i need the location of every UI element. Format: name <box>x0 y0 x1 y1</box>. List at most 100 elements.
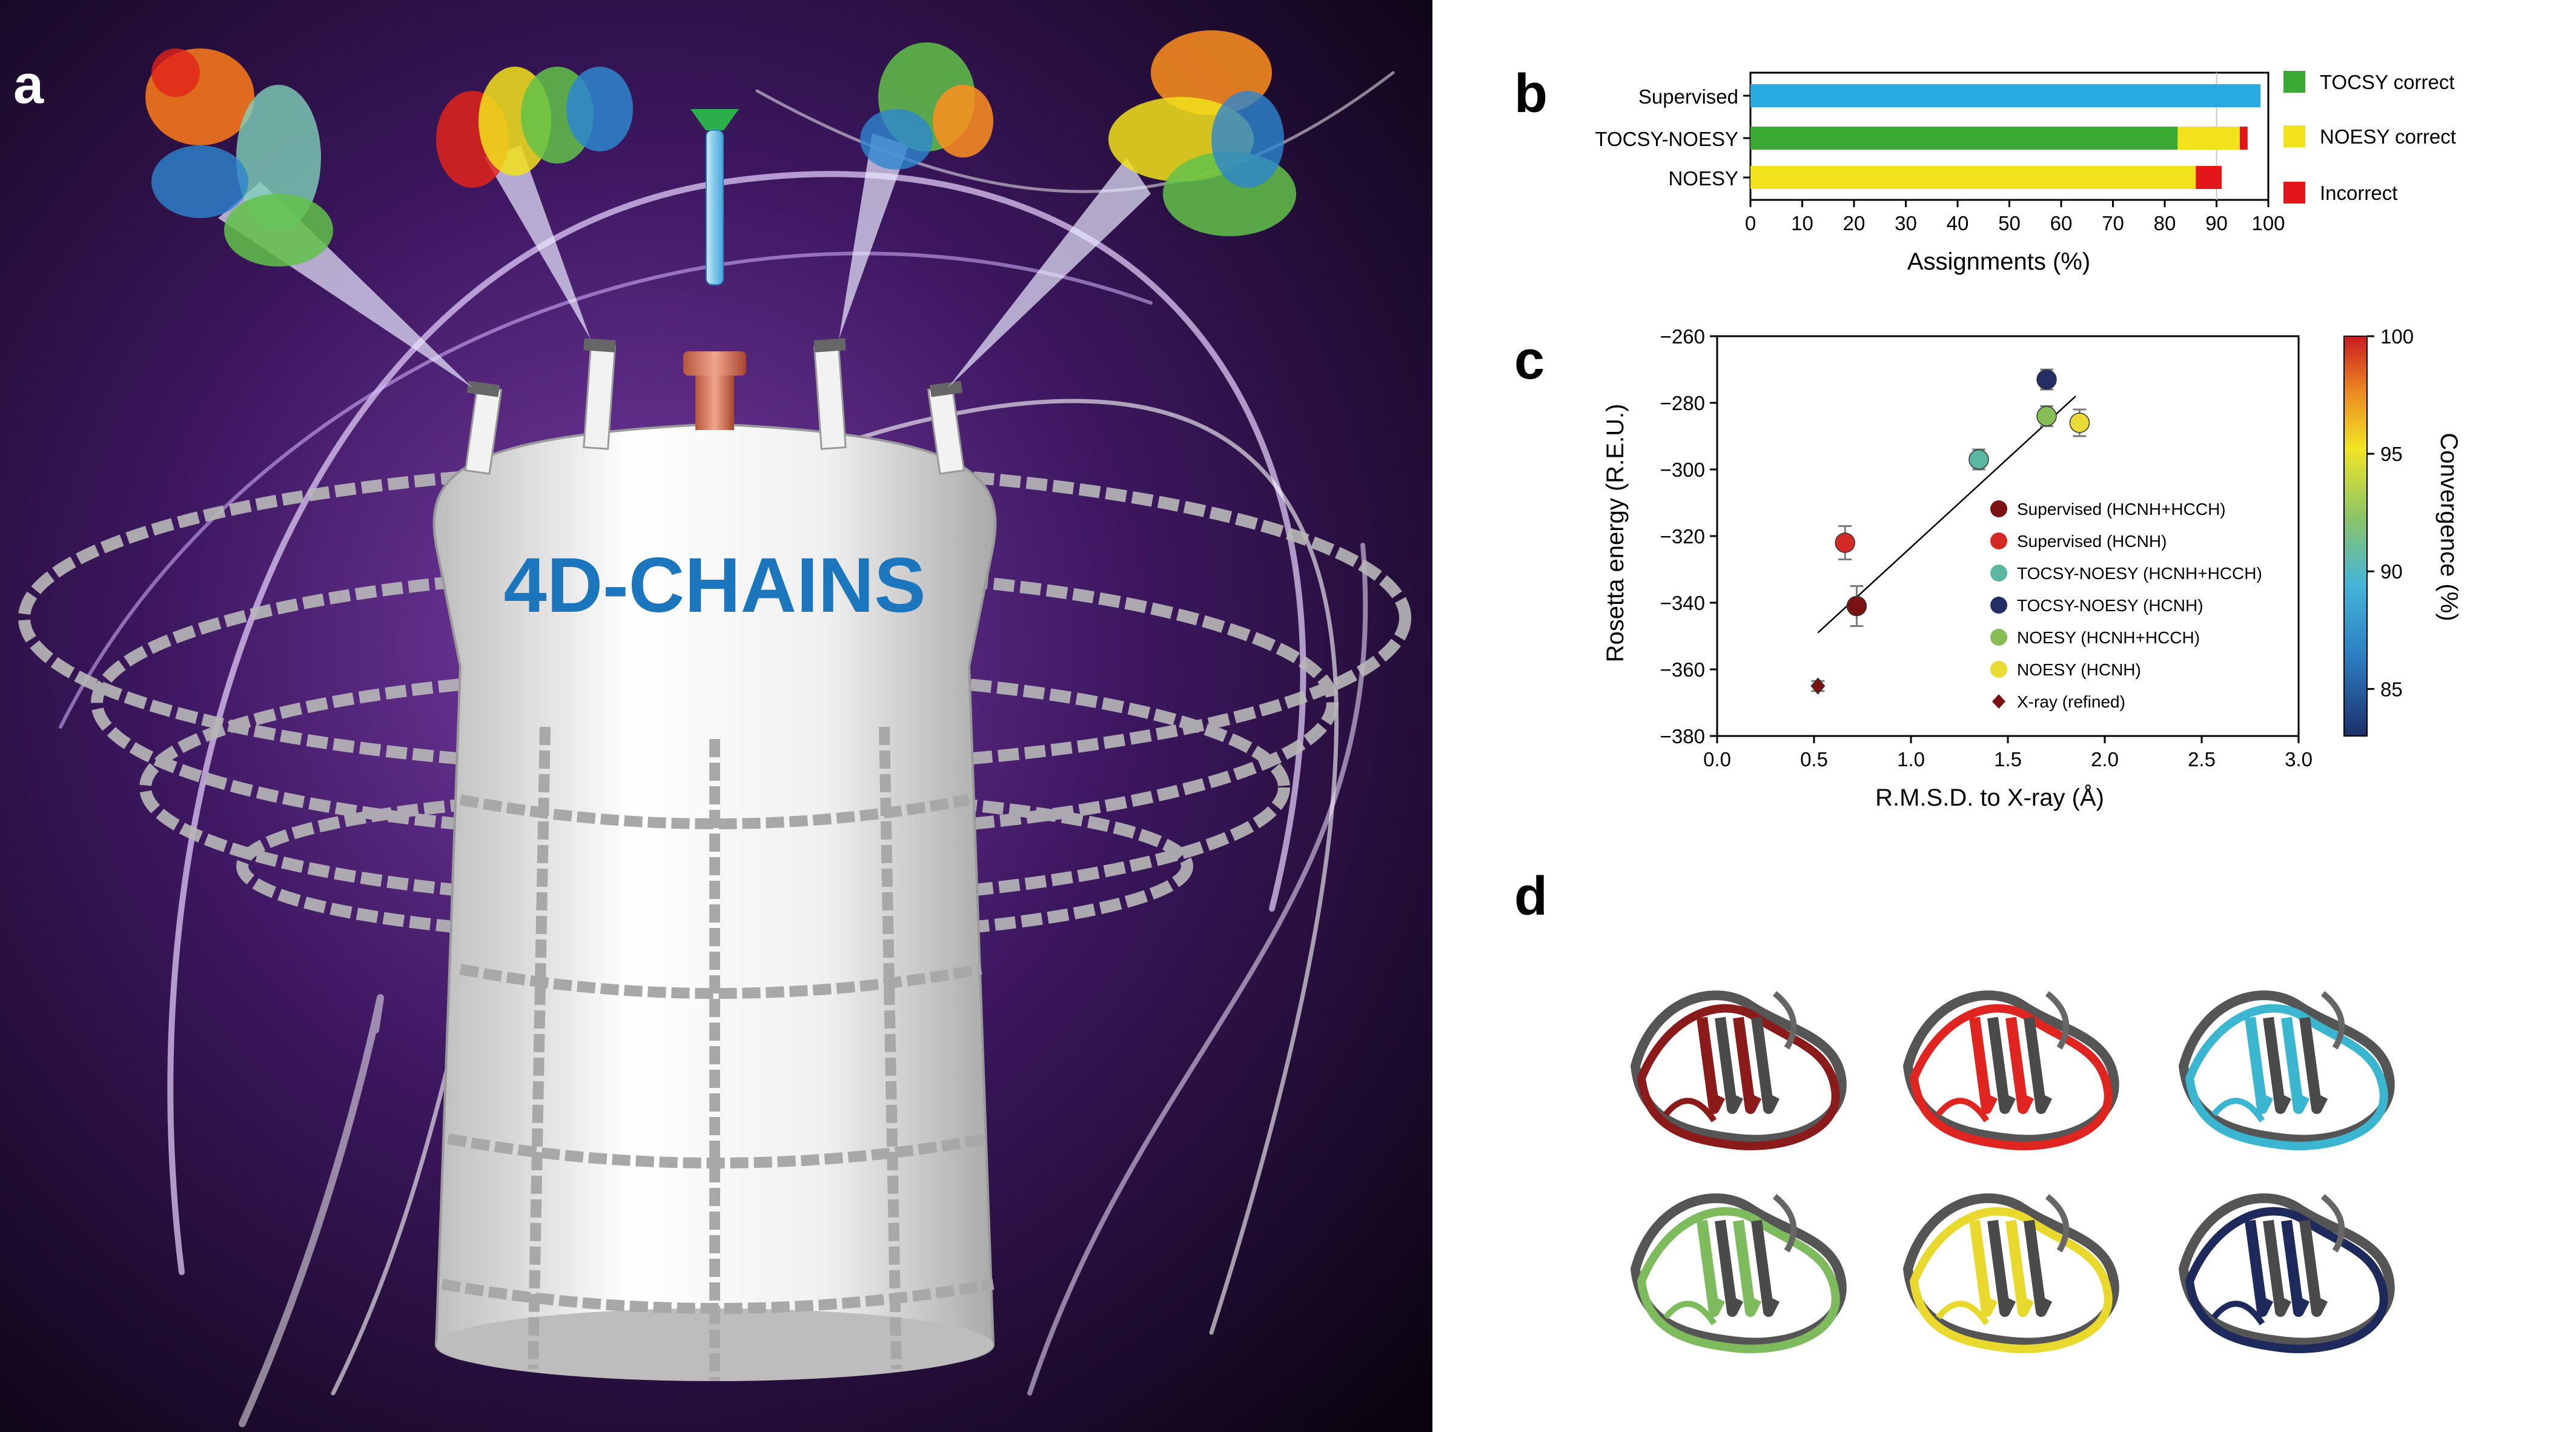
b-category-label: Supervised <box>1638 85 1738 108</box>
protein-overlay-4 <box>1631 1193 1847 1353</box>
c-y-tick-label: −260 <box>1660 325 1705 348</box>
c-x-tick-label: 1.0 <box>1897 748 1925 771</box>
beta-strand <box>1733 1219 1762 1317</box>
tube-icon <box>690 109 739 285</box>
beta-strand <box>1715 1219 1744 1317</box>
beta-strand <box>2024 1219 2053 1317</box>
tank: 4D-CHAINS <box>432 422 997 1381</box>
c-x-tick-label: 3.0 <box>2285 748 2313 771</box>
protein-overlay-1 <box>1631 990 1847 1150</box>
c-colorbar-label: Convergence (%) <box>2435 433 2462 621</box>
b-bar-segment <box>1750 127 2178 150</box>
b-x-tick-label: 60 <box>2050 212 2073 234</box>
beta-strand <box>2024 1016 2053 1114</box>
c-y-axis-label: Rosetta energy (R.E.U.) <box>1602 404 1629 663</box>
c-y-tick-label: −300 <box>1660 459 1705 481</box>
c-y-tick-label: −340 <box>1660 592 1705 614</box>
c-x-tick-label: 2.0 <box>2091 748 2119 771</box>
b-x-tick-label: 70 <box>2102 212 2124 234</box>
protein-overlay-6 <box>2179 1193 2395 1353</box>
loop <box>2211 1301 2265 1325</box>
b-bar-segment <box>2177 127 2240 150</box>
beta-strand <box>1697 1016 1726 1114</box>
reference-backbone <box>2179 990 2395 1145</box>
c-y-tick-label: −360 <box>1660 658 1705 681</box>
b-x-tick-label: 10 <box>1791 212 1813 234</box>
c-point <box>2036 406 2057 426</box>
loop <box>1936 1301 1990 1325</box>
c-legend-marker <box>1990 597 2007 614</box>
c-x-tick-label: 2.5 <box>2188 748 2216 771</box>
c-legend-marker <box>1990 500 2007 517</box>
protein-structure-icons <box>145 30 1296 267</box>
panel-c-scatter-chart: c 0.0 0.5 1.0 1.5 2.0 2.5 3.0 −260 −280 −300 −320 −… <box>1514 325 2462 811</box>
beta-strand <box>1697 1219 1726 1317</box>
b-bar-segment <box>2239 127 2248 150</box>
c-legend-label: NOESY (HCNH+HCCH) <box>2017 628 2200 647</box>
beta-strand <box>2299 1219 2328 1317</box>
loop <box>2320 991 2345 1050</box>
panel-label-d: d <box>1514 866 1548 927</box>
beta-strand <box>1969 1016 1998 1114</box>
beta-strand <box>1987 1219 2016 1317</box>
protein-2-icon <box>436 67 633 188</box>
reference-backbone <box>1903 990 2119 1145</box>
c-plot-area: 0.0 0.5 1.0 1.5 2.0 2.5 3.0 −260 −280 −300 −320 −34… <box>1660 325 2313 771</box>
b-x-axis-label: Assignments (%) <box>1907 248 2090 275</box>
c-legend-label: X-ray (refined) <box>2017 692 2125 711</box>
b-legend: TOCSY correct NOESY correct Incorrect <box>2283 71 2456 204</box>
c-colorbar-gradient <box>2343 336 2368 737</box>
c-x-tick-label: 0.0 <box>1703 748 1731 771</box>
loop <box>1663 1301 1717 1325</box>
beta-strand <box>2299 1016 2328 1114</box>
b-legend-swatch <box>2283 182 2305 204</box>
beta-strand <box>2005 1219 2035 1317</box>
reference-backbone <box>1631 990 1847 1145</box>
protein-overlay-2 <box>1903 990 2119 1150</box>
protein-3-icon <box>860 42 993 170</box>
c-colorbar: 100 95 90 85 <box>2343 325 2414 737</box>
c-y-tick-label: −380 <box>1660 725 1705 747</box>
b-x-tick-label: 50 <box>1998 212 2021 234</box>
beta-strand <box>1987 1016 2016 1114</box>
loop <box>1663 1098 1717 1122</box>
b-bar-segment <box>1750 166 2196 189</box>
model-backbone <box>2185 1207 2388 1353</box>
beta-strand <box>2245 1016 2274 1114</box>
reference-backbone <box>1631 1193 1847 1348</box>
c-point <box>2069 413 2090 433</box>
c-legend-marker <box>1990 565 2007 582</box>
panel-b-bar-chart: b Supervised TOCSY-NOESY NOESY 0 10 20 30 40 50 6… <box>1514 64 2456 275</box>
tank-label: 4D-CHAINS <box>504 542 926 629</box>
d-structure-grid <box>1631 990 2395 1353</box>
chain-net <box>441 726 995 1381</box>
c-fit-line <box>1817 396 2076 634</box>
b-legend-label: NOESY correct <box>2320 125 2456 148</box>
b-x-tick-label: 40 <box>1947 212 1969 234</box>
beta-strand <box>2281 1016 2310 1114</box>
beta-strand <box>1715 1016 1744 1114</box>
c-colorbar-tick-label: 100 <box>2380 325 2414 348</box>
c-point <box>1846 595 1867 617</box>
protein-overlay-3 <box>2179 990 2395 1150</box>
beta-strand <box>2245 1219 2274 1317</box>
b-x-tick-label: 90 <box>2205 212 2228 234</box>
model-backbone <box>2185 1004 2388 1150</box>
c-x-axis-label: R.M.S.D. to X-ray (Å) <box>1875 784 2104 811</box>
c-legend-marker <box>1990 532 2007 549</box>
c-legend-label: NOESY (HCNH) <box>2017 660 2141 679</box>
b-bar-segment <box>2196 166 2222 189</box>
protein-4-icon <box>1108 30 1296 236</box>
protein-1-icon <box>145 48 333 267</box>
nozzles <box>464 338 965 475</box>
reference-backbone <box>1903 1193 2119 1348</box>
reference-backbone <box>2179 1193 2395 1348</box>
panel-label-c: c <box>1514 330 1545 391</box>
model-backbone <box>1637 1004 1840 1150</box>
b-category-label: NOESY <box>1668 167 1738 190</box>
c-point-diamond <box>1810 677 1826 695</box>
beta-strand <box>1733 1016 1762 1114</box>
c-colorbar-tick-label: 85 <box>2380 678 2403 700</box>
beta-strand <box>2005 1016 2035 1114</box>
c-x-tick-label: 0.5 <box>1800 748 1828 771</box>
